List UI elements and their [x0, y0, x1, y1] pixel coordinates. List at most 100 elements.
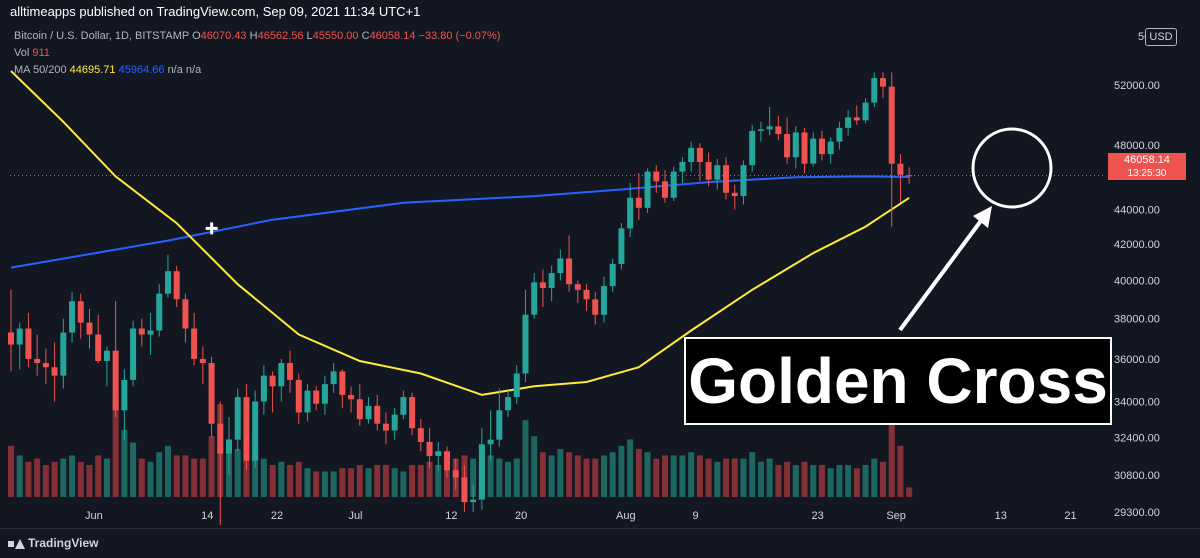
volume-bar: [688, 452, 695, 497]
ma-legend[interactable]: MA 50/200 44695.71 45964.66 n/a n/a: [14, 64, 201, 76]
volume-bar: [252, 455, 259, 497]
candle-body: [627, 197, 634, 229]
volume-bar: [740, 458, 747, 497]
price-tick-label: 34000.00: [1114, 396, 1160, 408]
volume-bar: [60, 458, 67, 497]
volume-bar: [417, 465, 424, 497]
candle-body: [757, 129, 764, 131]
candle-body: [330, 371, 337, 385]
volume-bar: [339, 468, 346, 497]
annotation-arrow-head: [973, 206, 992, 228]
volume-bar: [662, 455, 668, 497]
candle-body: [862, 102, 869, 121]
candle-body: [243, 397, 250, 461]
volume-bar: [208, 436, 215, 497]
volume-bar: [775, 465, 782, 497]
volume-bar: [374, 465, 381, 497]
candle-body: [444, 451, 450, 471]
price-tick-label: 32400.00: [1114, 432, 1160, 444]
volume-bar: [42, 465, 49, 497]
ohlc-close-label: C: [361, 30, 370, 42]
time-tick-label: 14: [201, 510, 213, 522]
tradingview-logo[interactable]: TradingView: [8, 536, 98, 550]
candle-body: [583, 289, 590, 300]
candle-body: [138, 328, 145, 335]
volume-bar: [539, 452, 546, 497]
golden-cross-circle: [971, 127, 1053, 209]
cross-marker: [205, 222, 218, 235]
price-tick-label: 29300.00: [1114, 507, 1160, 519]
volume-bar: [827, 468, 834, 497]
volume-bar: [600, 455, 607, 497]
candle-body: [513, 373, 520, 398]
volume-bar: [16, 455, 23, 497]
ohlc-low-label: L: [306, 30, 313, 42]
volume-bar: [574, 455, 581, 497]
volume-bar: [86, 465, 93, 497]
volume-bar: [592, 458, 599, 497]
candle-body: [696, 147, 703, 163]
time-tick-label: 9: [692, 510, 698, 522]
volume-bar: [304, 468, 311, 497]
last-price-label: 46058.14: [1108, 153, 1186, 167]
candle-body: [16, 328, 23, 345]
volume-bar: [696, 455, 703, 497]
volume-bar: [897, 445, 904, 497]
volume-bar: [138, 458, 145, 497]
ohlc-high-value: 46562.56: [257, 30, 304, 42]
volume-bar: [435, 465, 442, 497]
candle-body: [688, 147, 695, 163]
candle-body: [417, 428, 424, 442]
ohlc-low-value: 45550.00: [312, 30, 359, 42]
price-tick-label: 52000.00: [1114, 80, 1160, 92]
candle-body: [548, 273, 555, 288]
candle-body: [653, 171, 660, 182]
ohlc-open-value: 46070.43: [200, 30, 247, 42]
candle-body: [452, 470, 459, 478]
candle-body: [705, 162, 712, 180]
candle-body: [295, 379, 302, 413]
volume-bar: [888, 388, 895, 497]
volume-bar: [51, 461, 58, 497]
symbol-legend[interactable]: Bitcoin / U.S. Dollar, 1D, BITSTAMP O460…: [14, 30, 500, 42]
candle-body: [278, 363, 285, 387]
candle-body: [191, 328, 198, 359]
volume-bar: [792, 465, 799, 497]
ma200-value: 45964.66: [118, 64, 165, 76]
volume-bar: [810, 465, 817, 497]
candle-body: [880, 78, 886, 87]
candle-body: [566, 258, 573, 285]
volume-bar: [749, 452, 756, 497]
candle-body: [487, 439, 494, 445]
time-tick-label: 21: [1064, 510, 1076, 522]
volume-bar: [182, 455, 189, 497]
golden-cross-annotation: Golden Cross: [684, 337, 1112, 425]
ohlc-change: −33.80 (−0.07%): [418, 30, 501, 42]
volume-legend[interactable]: Vol 911: [14, 47, 50, 59]
volume-bar: [69, 455, 76, 497]
volume-bar: [295, 461, 302, 497]
candle-body: [260, 375, 267, 402]
currency-button[interactable]: USD: [1145, 28, 1177, 46]
volume-bar: [234, 449, 241, 497]
candle-body: [86, 322, 93, 335]
volume-bar: [173, 455, 180, 497]
volume-bar: [766, 458, 773, 497]
ma-label: MA 50/200: [14, 64, 67, 76]
candle-body: [714, 165, 721, 180]
volume-bar: [548, 455, 555, 497]
volume-bar: [635, 449, 642, 497]
candles: [8, 72, 913, 526]
volume-bar: [818, 465, 825, 497]
candle-body: [356, 399, 363, 420]
volume-bar: [156, 452, 163, 497]
candle-body: [51, 367, 58, 376]
candle-body: [531, 282, 538, 315]
candle-body: [374, 405, 381, 424]
candle-body: [827, 141, 834, 155]
candle-body: [234, 397, 241, 440]
volume-bar: [862, 465, 869, 497]
volume-bar: [487, 455, 494, 497]
candle-body: [810, 138, 817, 164]
